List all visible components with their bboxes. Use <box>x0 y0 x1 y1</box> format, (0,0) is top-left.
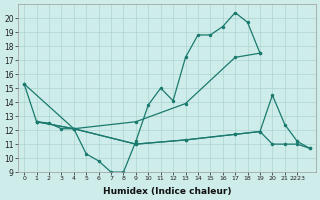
X-axis label: Humidex (Indice chaleur): Humidex (Indice chaleur) <box>103 187 231 196</box>
